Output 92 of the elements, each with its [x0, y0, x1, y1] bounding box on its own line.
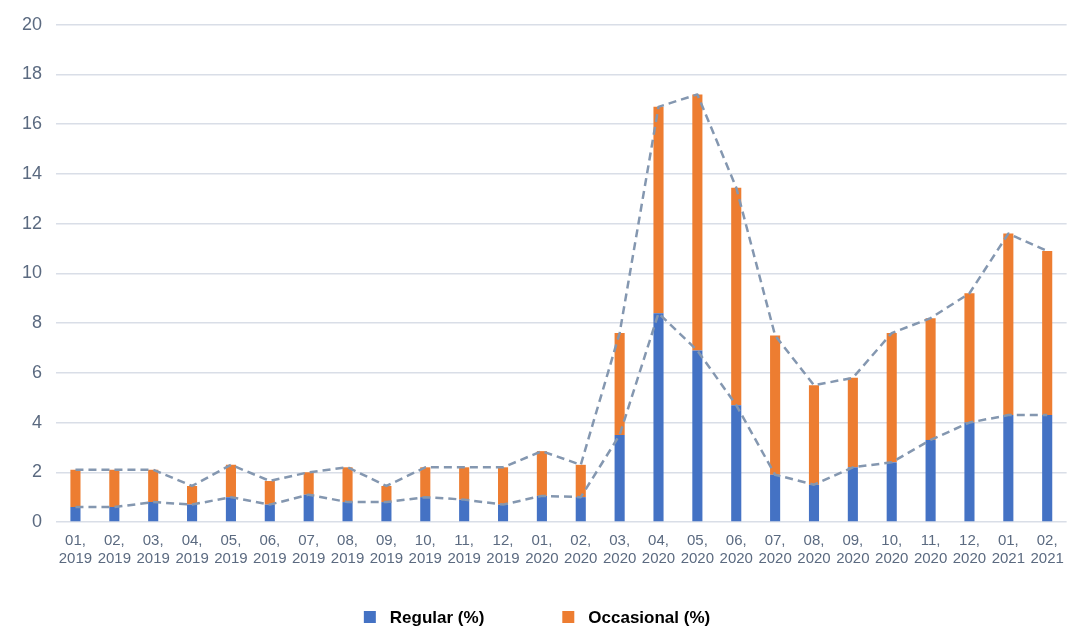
- bar: [1042, 251, 1053, 416]
- legend-label: Regular (%): [389, 607, 485, 627]
- x-tick-label: 01, 2021: [991, 531, 1026, 567]
- x-tick-label: 09, 2020: [836, 531, 870, 567]
- y-tick-label: 4: [32, 411, 43, 432]
- bar: [614, 333, 625, 435]
- x-tick-label: 01, 2019: [58, 531, 93, 567]
- bar: [303, 494, 314, 522]
- bar: [459, 467, 470, 500]
- x-tick-label: 02, 2019: [97, 531, 132, 567]
- bar: [1003, 415, 1014, 522]
- y-tick-label: 2: [32, 461, 43, 482]
- bar: [187, 504, 198, 522]
- y-tick-label: 10: [21, 262, 43, 283]
- bar: [381, 485, 392, 503]
- x-tick-label: 06, 2020: [719, 531, 753, 567]
- bar: [886, 462, 897, 522]
- y-tick-label: 18: [21, 63, 43, 84]
- bar: [1003, 233, 1014, 416]
- x-tick-label: 03, 2020: [602, 531, 637, 567]
- bar: [459, 499, 470, 522]
- bar: [808, 385, 820, 485]
- x-tick-label: 04, 2019: [175, 531, 209, 567]
- y-tick-label: 6: [32, 361, 43, 382]
- x-tick-label: 07, 2020: [758, 531, 792, 567]
- y-tick-label: 20: [21, 13, 43, 34]
- bar: [536, 451, 547, 496]
- bar: [148, 502, 159, 522]
- legend-label: Occasional (%): [588, 607, 711, 627]
- bar: [964, 293, 975, 423]
- bar: [731, 187, 742, 406]
- x-tick-label: 05, 2019: [214, 531, 248, 567]
- bar: [381, 502, 392, 522]
- bar: [575, 497, 586, 522]
- bar: [420, 497, 431, 522]
- x-tick-label: 12, 2019: [486, 531, 520, 567]
- bar: [187, 485, 198, 505]
- y-tick-label: 0: [32, 510, 43, 531]
- bar: [964, 422, 975, 522]
- y-tick-label: 14: [21, 162, 43, 183]
- bar: [770, 335, 781, 475]
- x-tick-label: 04, 2020: [641, 531, 676, 567]
- bar: [536, 495, 547, 522]
- bar: [420, 467, 431, 498]
- bar: [225, 464, 236, 498]
- bar: [70, 469, 81, 508]
- bar: [342, 502, 353, 522]
- bar: [847, 467, 858, 522]
- x-tick-label: 08, 2019: [330, 531, 365, 567]
- bar: [575, 464, 586, 498]
- bar: [847, 377, 858, 468]
- x-tick-label: 11, 2019: [447, 531, 481, 567]
- bar: [497, 504, 509, 522]
- bar: [303, 472, 314, 495]
- bar: [497, 467, 509, 505]
- x-tick-label: 01, 2020: [525, 531, 559, 567]
- bar: [148, 469, 159, 503]
- x-tick-label: 07, 2019: [291, 531, 326, 567]
- bar: [225, 497, 236, 522]
- bar: [109, 469, 120, 508]
- bar: [653, 106, 664, 314]
- y-tick-label: 12: [21, 212, 43, 233]
- bar: [692, 94, 703, 351]
- x-tick-label: 10, 2020: [875, 531, 909, 567]
- bar: [109, 507, 120, 522]
- x-tick-label: 02, 2020: [564, 531, 598, 567]
- bar: [264, 480, 275, 505]
- bar: [614, 434, 625, 522]
- bar: [342, 467, 353, 503]
- x-tick-label: 05, 2020: [680, 531, 715, 567]
- x-tick-label: 06, 2019: [253, 531, 287, 567]
- x-tick-label: 12, 2020: [952, 531, 987, 567]
- bar: [886, 333, 897, 463]
- x-tick-label: 02, 2021: [1030, 531, 1064, 567]
- x-tick-label: 08, 2020: [797, 531, 831, 567]
- bar: [264, 504, 275, 522]
- x-tick-label: 10, 2019: [408, 531, 442, 567]
- line-series: [74, 311, 1049, 509]
- bar: [731, 405, 742, 522]
- bar: [1042, 415, 1053, 522]
- bar: [770, 474, 781, 522]
- bar: [653, 313, 664, 522]
- bar: [808, 484, 820, 522]
- y-tick-label: 16: [21, 113, 43, 134]
- x-tick-label: 09, 2019: [369, 531, 404, 567]
- y-tick-label: 8: [32, 312, 43, 333]
- bar: [70, 507, 81, 522]
- bar: [925, 439, 936, 522]
- bar: [925, 318, 936, 440]
- bar: [692, 350, 703, 522]
- x-tick-label: 03, 2019: [136, 531, 170, 567]
- x-tick-label: 11, 2020: [913, 531, 948, 567]
